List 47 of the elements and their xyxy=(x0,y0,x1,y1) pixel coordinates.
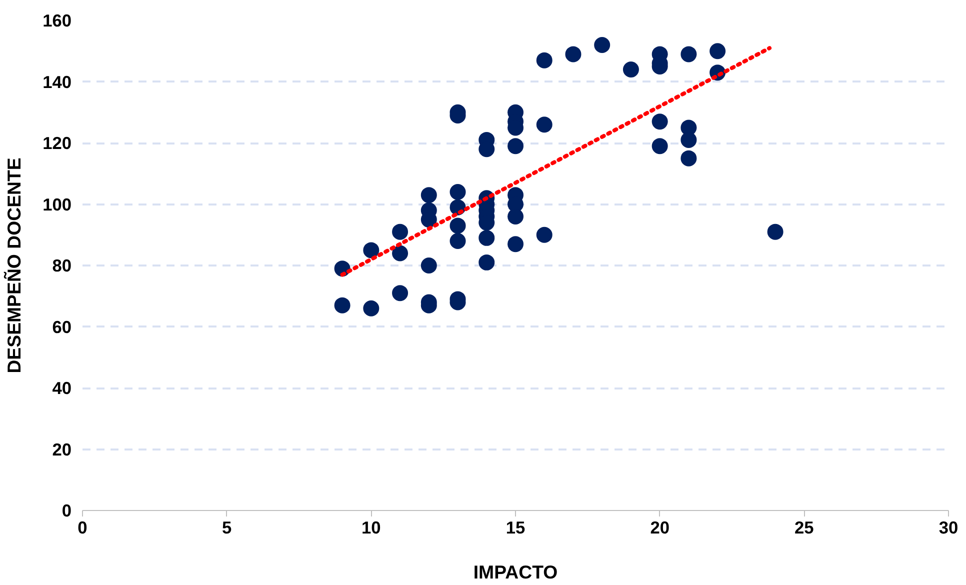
point xyxy=(450,184,466,200)
x-tick-label: 5 xyxy=(222,518,232,538)
point xyxy=(710,43,726,60)
x-tick-label: 20 xyxy=(650,518,670,538)
point xyxy=(392,245,408,262)
point xyxy=(594,37,610,53)
point xyxy=(392,224,408,240)
point xyxy=(536,52,552,68)
point xyxy=(478,254,495,270)
point xyxy=(536,226,552,243)
point xyxy=(363,300,380,316)
x-tick-label: 10 xyxy=(362,518,381,538)
y-tick-label: 140 xyxy=(42,72,72,92)
point xyxy=(680,150,697,166)
point xyxy=(508,236,524,252)
point xyxy=(565,46,582,62)
point xyxy=(508,208,524,224)
point xyxy=(536,116,552,133)
y-tick-label: 120 xyxy=(42,133,72,153)
point xyxy=(478,230,495,246)
point xyxy=(767,224,784,240)
y-tick-label: 60 xyxy=(52,316,72,337)
y-tick-label: 80 xyxy=(52,256,72,276)
point xyxy=(450,218,466,234)
x-tick-label: 25 xyxy=(794,518,814,538)
point xyxy=(508,138,524,154)
point xyxy=(420,258,437,274)
point xyxy=(363,242,380,258)
y-tick-label: 0 xyxy=(62,500,72,520)
point xyxy=(450,233,466,249)
y-tick-label: 40 xyxy=(52,378,72,398)
x-tick-label: 0 xyxy=(78,518,88,538)
point xyxy=(680,132,697,148)
point xyxy=(420,187,437,204)
point xyxy=(392,285,408,302)
point xyxy=(334,297,350,314)
point xyxy=(622,62,639,78)
y-tick-label: 160 xyxy=(42,10,72,30)
point xyxy=(680,46,697,62)
x-tick-label: 30 xyxy=(938,518,958,538)
y-tick-label: 100 xyxy=(42,194,72,214)
x-tick-label: 15 xyxy=(506,518,526,538)
point xyxy=(652,138,668,154)
y-axis-title: DESEMPEÑO DOCENTE xyxy=(4,158,25,374)
point xyxy=(652,114,668,130)
y-tick-label: 20 xyxy=(52,439,72,460)
x-axis-title: IMPACTO xyxy=(473,562,558,582)
